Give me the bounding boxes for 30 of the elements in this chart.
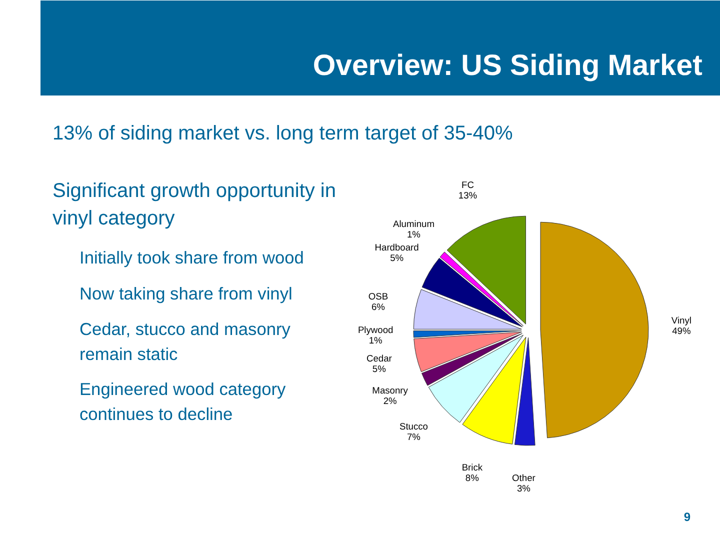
data-label: 8% [465, 473, 479, 484]
data-label: 49% [672, 326, 691, 336]
text: Now taking share from vinyl [80, 284, 292, 304]
data-label: 2% [383, 396, 397, 406]
slice-label: OSB [368, 292, 388, 302]
data-label: 6% [371, 302, 385, 312]
text: Significant growth opportunity in vinyl category [52, 180, 336, 230]
data-label: 5% [372, 364, 386, 374]
chart-title: Overview: US Siding Market [312, 49, 703, 82]
data-label: 5% [390, 252, 404, 263]
text: Initially took share from wood [80, 248, 304, 268]
text: Cedar, stucco and masonry remain static [80, 319, 291, 364]
slice-label: Cedar [366, 354, 392, 364]
data-label: 7% [406, 432, 420, 442]
text: Engineered wood category continues to decline [80, 379, 286, 424]
slice-label: Plywood [358, 325, 394, 336]
slice-label: Masonry [372, 385, 408, 396]
slice-label: Brick [462, 462, 483, 473]
data-label: 1% [406, 230, 420, 240]
slice-label: Aluminum [392, 219, 435, 230]
slice-label: Other [512, 473, 536, 484]
slice-label: FC [462, 180, 474, 190]
data-label: 1% [368, 336, 382, 346]
data-label: 13% [458, 190, 478, 200]
text: 13% of siding market vs. long term target of 35-40% [52, 122, 513, 144]
slice-label: Hardboard [374, 242, 419, 252]
data-label: 3% [516, 484, 530, 494]
slice-label: Stucco [399, 421, 428, 432]
text: 9 [684, 510, 691, 524]
slice-label: Vinyl [671, 315, 692, 326]
